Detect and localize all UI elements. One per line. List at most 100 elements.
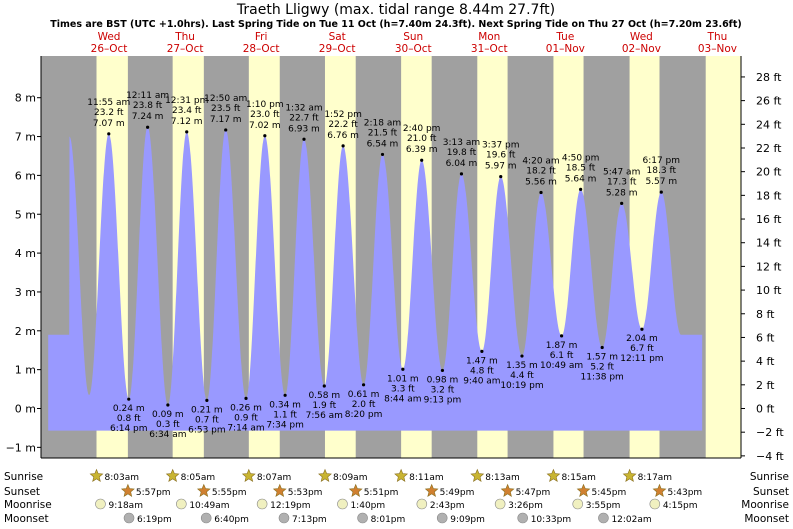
high-tide-point: [459, 172, 464, 176]
low-tide-point: [361, 383, 366, 387]
high-tide-height-ft: 18.2 ft: [526, 166, 556, 176]
high-tide-time: 5:47 am: [603, 167, 640, 177]
y-right-tick-label: 2 ft: [756, 379, 775, 392]
low-tide-point: [205, 398, 209, 402]
high-tide-time: 12:11 am: [126, 91, 169, 101]
high-tide-point: [146, 125, 150, 129]
high-tide-time: 3:37 pm: [482, 141, 520, 151]
y-right-tick-label: 26 ft: [756, 95, 782, 108]
high-tide-height-m: 6.04 m: [446, 159, 478, 169]
y-right-tick-label: 10 ft: [756, 284, 782, 297]
y-right-tick-label: 24 ft: [756, 118, 782, 131]
sunset-row-label-right: Sunset: [753, 486, 789, 498]
low-tide-height-m: 0.34 m: [269, 400, 301, 410]
high-tide-height-ft: 23.8 ft: [133, 101, 163, 111]
sunrise-row-label-left: Sunrise: [4, 471, 43, 483]
low-tide-point: [440, 368, 445, 373]
high-tide-height-ft: 22.7 ft: [289, 113, 319, 123]
y-left-tick-label: 5 m: [15, 208, 36, 221]
low-tide-time: 10:49 am: [540, 361, 583, 371]
y-right-tick-label: 18 ft: [756, 189, 782, 202]
high-tide-point: [499, 174, 503, 179]
high-tide-height-ft: 23.5 ft: [211, 104, 241, 114]
low-tide-height-m: 1.57 m: [586, 353, 618, 363]
day-name-label: Thu: [174, 31, 195, 43]
y-left-tick-label: 7 m: [15, 131, 36, 144]
low-tide-height-m: 0.21 m: [191, 405, 223, 415]
low-tide-height-ft: 5.2 ft: [590, 363, 614, 373]
low-tide-point: [520, 354, 524, 358]
moonrise-icon: [176, 498, 187, 510]
sunset-row-label-left: Sunset: [4, 486, 40, 498]
y-left-tick-label: 2 m: [15, 325, 36, 338]
moonrise-time-label: 2:43pm: [430, 501, 465, 511]
moonrise-row-label-right: Moonrise: [741, 499, 789, 511]
moonrise-time-label: 4:15pm: [663, 501, 698, 511]
low-tide-height-ft: 0.9 ft: [234, 413, 258, 423]
high-tide-height-m: 5.97 m: [485, 162, 517, 172]
high-tide-point: [539, 190, 543, 195]
low-tide-time: 12:11 pm: [620, 354, 663, 364]
moonset-icon: [278, 512, 290, 524]
day-date-label: 02–Nov: [622, 43, 661, 55]
high-tide-point: [224, 128, 228, 132]
y-left-tick-label: 3 m: [15, 286, 36, 299]
moonset-time-label: 7:13pm: [292, 515, 327, 525]
y-right-tick-label: 0 ft: [756, 403, 775, 416]
day-date-label: 26–Oct: [91, 43, 128, 55]
low-tide-time: 9:40 am: [463, 376, 500, 386]
moonrise-icon: [256, 498, 268, 510]
high-tide-point: [579, 187, 583, 191]
tide-curve: [48, 127, 703, 431]
low-tide-height-ft: 1.1 ft: [273, 410, 297, 420]
sunset-time-label: 5:51pm: [364, 488, 399, 498]
sunrise-time-label: 8:07am: [257, 473, 292, 483]
high-tide-height-m: 5.57 m: [645, 177, 677, 187]
low-tide-point: [559, 334, 564, 338]
y-left-tick-label: −1 m: [6, 441, 36, 454]
sunrise-time-label: 8:09am: [333, 473, 368, 483]
sunrise-icon: [394, 468, 409, 482]
low-tide-point: [127, 397, 131, 401]
high-tide-height-m: 6.93 m: [288, 124, 320, 134]
high-tide-height-m: 7.12 m: [171, 117, 203, 127]
high-tide-point: [185, 130, 189, 134]
moonrise-time-label: 12:19pm: [270, 501, 310, 511]
high-tide-height-m: 6.54 m: [367, 139, 399, 149]
moonset-icon: [200, 512, 212, 524]
low-tide-height-ft: 6.7 ft: [630, 344, 654, 354]
y-left-tick-label: 0 m: [15, 403, 36, 416]
moonset-time-label: 8:01pm: [371, 515, 406, 525]
sunrise-time-label: 8:05am: [181, 473, 216, 483]
sunrise-icon: [470, 468, 485, 482]
high-tide-time: 4:50 pm: [562, 153, 600, 163]
low-tide-height-ft: 0.8 ft: [117, 414, 141, 424]
low-tide-height-m: 1.87 m: [546, 341, 578, 351]
day-date-label: 29–Oct: [319, 43, 356, 55]
moonset-time-label: 10:33pm: [531, 515, 571, 525]
moonrise-time-label: 10:49am: [189, 501, 229, 511]
low-tide-time: 10:19 pm: [500, 381, 543, 391]
low-tide-height-ft: 0.3 ft: [156, 420, 180, 430]
moonset-icon: [123, 512, 135, 524]
y-right-tick-label: 28 ft: [756, 71, 782, 84]
sunset-time-label: 5:43pm: [668, 488, 703, 498]
low-tide-time: 9:13 pm: [424, 395, 462, 405]
day-name-label: Tue: [555, 31, 574, 43]
high-tide-time: 6:17 pm: [642, 156, 680, 166]
sunset-time-label: 5:55pm: [212, 488, 247, 498]
day-name-label: Sun: [403, 31, 423, 43]
y-right-tick-label: 22 ft: [756, 142, 782, 155]
high-tide-height-ft: 19.8 ft: [447, 148, 477, 158]
low-tide-time: 8:44 am: [384, 394, 421, 404]
sunrise-icon: [318, 468, 332, 482]
high-tide-point: [341, 144, 345, 148]
low-tide-height-m: 2.04 m: [626, 334, 658, 344]
high-tide-height-m: 5.28 m: [606, 188, 638, 198]
low-tide-time: 6:14 pm: [110, 424, 148, 434]
high-tide-point: [420, 158, 424, 162]
sunset-time-label: 5:57pm: [136, 488, 171, 498]
day-date-label: 01–Nov: [546, 43, 585, 55]
sunrise-time-label: 8:11am: [409, 473, 444, 483]
